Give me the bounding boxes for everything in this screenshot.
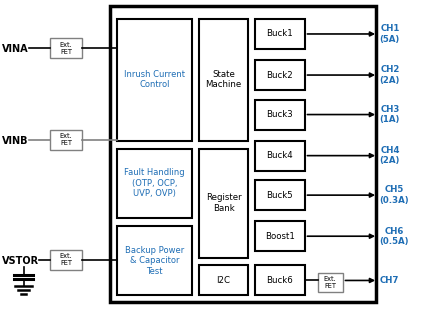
Bar [255,265,305,295]
Text: Buck3: Buck3 [267,110,293,119]
Bar [50,130,82,150]
Text: CH3
(1A): CH3 (1A) [380,105,400,124]
Text: CH6
(0.5A): CH6 (0.5A) [380,227,409,246]
Text: VSTOR: VSTOR [2,256,39,266]
Text: Fault Handling
(OTP, OCP,
UVP, OVP): Fault Handling (OTP, OCP, UVP, OVP) [124,168,185,198]
Text: Ext.
FET: Ext. FET [60,253,72,266]
Bar [199,265,248,295]
Text: I2C: I2C [216,276,231,285]
Bar [255,60,305,90]
Text: CH7: CH7 [380,276,399,285]
Bar [117,149,192,218]
Bar [255,19,305,49]
Bar [117,226,192,295]
Bar [50,250,82,270]
Text: Ext.
FET: Ext. FET [324,276,337,289]
Text: State
Machine: State Machine [206,70,241,89]
Bar [117,19,192,141]
Bar [199,149,248,258]
Text: Buck2: Buck2 [267,70,293,80]
Text: VINA: VINA [2,44,29,54]
Bar [110,6,376,302]
Text: CH1
(5A): CH1 (5A) [380,24,400,44]
Text: CH5
(0.3A): CH5 (0.3A) [380,185,410,205]
Text: Ext.
FET: Ext. FET [60,42,72,55]
Bar [318,273,343,292]
Text: Buck1: Buck1 [267,29,293,39]
Text: Inrush Current
Control: Inrush Current Control [124,70,185,89]
Bar [50,38,82,58]
Text: Buck4: Buck4 [267,151,293,160]
Bar [255,180,305,210]
Bar [255,100,305,130]
Bar [255,221,305,251]
Text: Boost1: Boost1 [265,232,295,241]
Text: CH4
(2A): CH4 (2A) [380,146,400,165]
Bar [199,19,248,141]
Text: Register
Bank: Register Bank [206,193,241,213]
Text: Buck5: Buck5 [267,191,293,200]
Bar [255,141,305,171]
Text: VINB: VINB [2,136,29,146]
Text: Buck6: Buck6 [267,276,293,285]
Text: Ext.
FET: Ext. FET [60,133,72,146]
Text: Backup Power
& Capacitor
Test: Backup Power & Capacitor Test [125,246,184,276]
Text: CH2
(2A): CH2 (2A) [380,65,400,85]
